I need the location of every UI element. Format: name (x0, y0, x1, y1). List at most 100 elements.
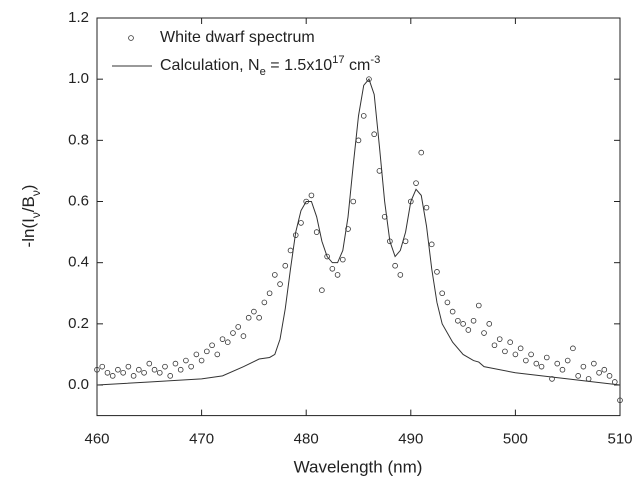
data-point (371, 131, 377, 138)
data-point (585, 376, 592, 382)
data-point (340, 256, 346, 263)
text-part: ν (29, 212, 43, 218)
legend-label: Calculation, Ne = 1.5x1017 cm-3 (160, 54, 380, 78)
data-point (491, 342, 498, 349)
data-point (272, 272, 278, 278)
data-point (475, 302, 482, 309)
x-tick-label: 460 (84, 431, 109, 448)
data-point (606, 373, 613, 379)
data-point (198, 357, 205, 364)
plot-frame (96, 17, 621, 417)
data-point (434, 269, 440, 275)
data-point (324, 253, 330, 260)
data-point (496, 336, 503, 342)
data-point (224, 339, 231, 345)
data-point (580, 363, 587, 370)
data-point (428, 241, 435, 248)
data-line (96, 78, 621, 386)
data-point (444, 299, 451, 306)
data-point (543, 354, 550, 361)
data-point (120, 369, 126, 376)
data-point (188, 363, 194, 370)
data-point (591, 360, 597, 367)
data-point (115, 366, 121, 373)
text-part: ) (19, 185, 38, 191)
data-point (512, 351, 519, 358)
data-point (313, 229, 320, 235)
y-tick-label: 0.0 (68, 376, 89, 393)
data-point (167, 373, 174, 379)
data-point (240, 333, 247, 339)
text-part: = 1.5x10 (266, 57, 332, 74)
data-point (502, 348, 508, 355)
text-part: -ln(I (19, 218, 38, 247)
x-tick-label: 470 (189, 431, 214, 448)
data-point (554, 360, 561, 367)
data-point (204, 348, 210, 355)
data-point (486, 321, 493, 327)
data-point (141, 369, 147, 376)
data-point (449, 308, 456, 315)
data-point (564, 357, 571, 364)
y-tick-label: 0.4 (68, 254, 89, 271)
data-point (251, 308, 257, 315)
data-point (507, 339, 513, 345)
legend-label: White dwarf spectrum (160, 29, 315, 46)
data-point (601, 366, 608, 373)
text-part: Calculation, N (160, 57, 260, 74)
data-point (319, 287, 325, 294)
data-point (575, 373, 581, 379)
text-part: ν (29, 190, 43, 196)
data-point (298, 220, 304, 226)
data-point (418, 149, 425, 156)
data-point (360, 113, 367, 119)
data-point (156, 369, 163, 376)
data-point (130, 373, 137, 379)
x-tick-label: 480 (294, 431, 319, 448)
data-point (219, 336, 226, 342)
x-tick-label: 500 (503, 431, 528, 448)
text-part: -3 (370, 54, 380, 66)
data-point (397, 272, 404, 278)
data-point (350, 198, 357, 205)
y-tick-label: 0.6 (68, 192, 89, 209)
y-axis-label: -ln(Iν/Bν) (19, 185, 43, 248)
data-point (151, 366, 158, 373)
x-axis-label: Wavelength (nm) (294, 457, 423, 476)
data-point (570, 345, 576, 352)
data-point (455, 317, 461, 324)
data-point (99, 363, 106, 370)
x-tick-label: 510 (607, 431, 632, 448)
data-point (277, 281, 283, 287)
data-point (209, 342, 215, 349)
data-point (611, 379, 618, 385)
data-point (146, 360, 153, 367)
y-tick-label: 0.8 (68, 131, 89, 148)
data-point (104, 369, 111, 376)
data-point (423, 204, 430, 211)
data-point (538, 363, 545, 370)
data-point (282, 262, 289, 269)
data-point (136, 366, 142, 373)
text-part: White dwarf spectrum (160, 29, 315, 46)
data-point (439, 290, 445, 297)
data-point (172, 360, 179, 367)
data-point (230, 330, 236, 336)
data-point (162, 363, 168, 370)
data-point (528, 351, 534, 358)
text-part: cm (345, 57, 371, 74)
data-point (193, 351, 200, 358)
data-point (109, 373, 116, 379)
data-point (465, 327, 472, 333)
data-point (549, 376, 555, 382)
data-point (617, 397, 623, 404)
data-point (392, 262, 398, 269)
data-point (533, 360, 540, 367)
data-point (470, 317, 477, 324)
data-point (517, 345, 524, 352)
data-point (481, 330, 487, 336)
data-point (596, 369, 602, 376)
data-point (355, 137, 362, 144)
data-point (261, 299, 268, 306)
data-point (413, 180, 419, 186)
